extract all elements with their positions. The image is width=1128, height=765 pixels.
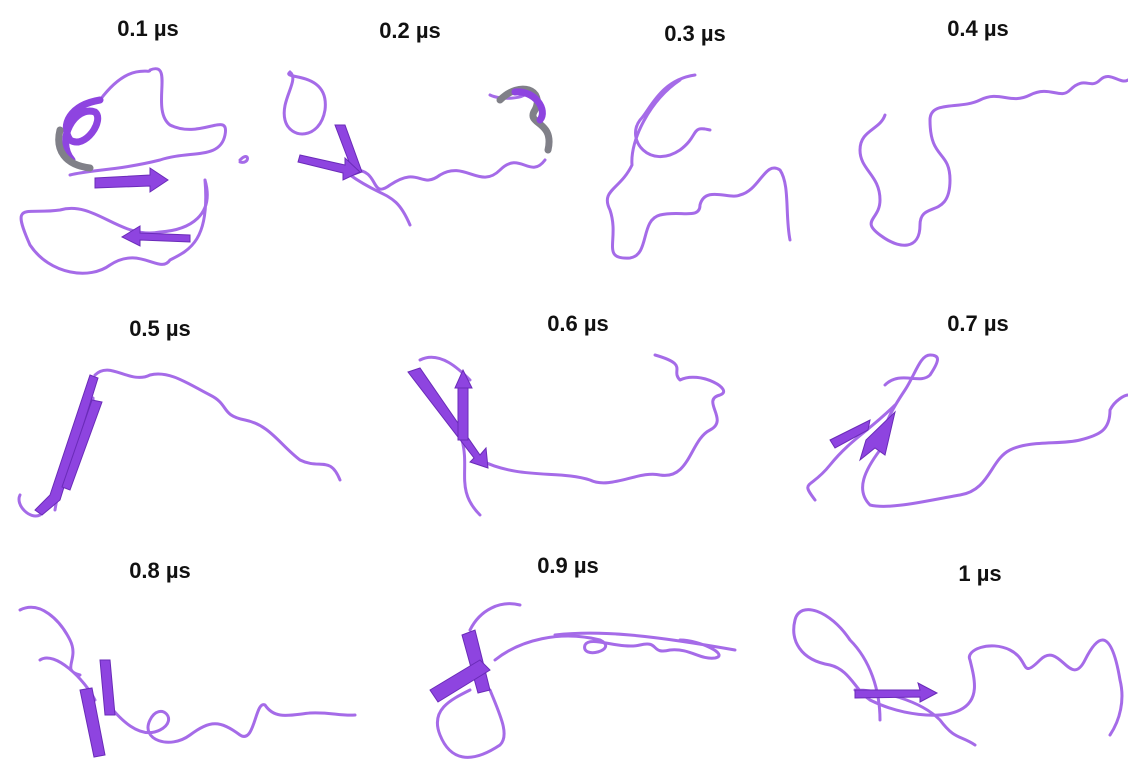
panel-label: 0.8 µs: [129, 558, 191, 583]
structure: [794, 610, 1122, 745]
panel-label: 1 µs: [958, 561, 1001, 586]
structure: [19, 370, 340, 516]
figure: 0.1 µs 0.2 µs 0.3 µs 0.4 µs 0.5 µs 0.6 µ…: [0, 0, 1128, 765]
structure: [808, 355, 1128, 506]
panel-label: 0.6 µs: [547, 311, 609, 336]
structure: [20, 607, 355, 757]
panel-label: 0.2 µs: [379, 18, 441, 43]
structure: [430, 604, 735, 758]
panel-label: 0.4 µs: [947, 16, 1009, 41]
structure: [607, 75, 790, 258]
structure: [860, 76, 1128, 245]
panel-label: 0.7 µs: [947, 311, 1009, 336]
structure: [21, 69, 247, 274]
structure: [284, 72, 549, 225]
panel-label: 0.1 µs: [117, 16, 179, 41]
panel-label: 0.9 µs: [537, 553, 599, 578]
structure: [408, 355, 724, 515]
panel-label: 0.3 µs: [664, 21, 726, 46]
panel-label: 0.5 µs: [129, 316, 191, 341]
